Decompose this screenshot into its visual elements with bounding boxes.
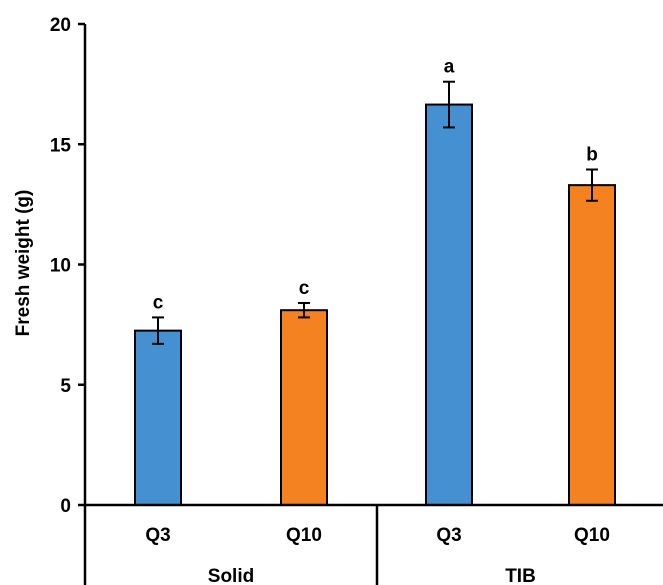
y-axis-title: Fresh weight (g)	[13, 190, 34, 337]
error-bars-layer	[152, 80, 598, 345]
significance-label: c	[153, 292, 164, 313]
bar-solid-q10	[280, 309, 328, 506]
significance-label: c	[299, 278, 310, 299]
significance-label: b	[586, 145, 598, 166]
y-tick-label: 20	[50, 15, 71, 36]
y-tick-label: 15	[50, 135, 72, 156]
bars-layer	[134, 103, 616, 507]
y-tick-label: 10	[50, 256, 71, 277]
y-tick-label: 0	[60, 496, 71, 517]
category-label: Q3	[145, 525, 170, 546]
bar-solid-q3	[134, 329, 182, 507]
category-label: Q10	[286, 525, 322, 546]
labels-layer: c Q3 c Q10 Solid a Q3 b Q10 TIB 0 5 10 15 20	[50, 15, 610, 585]
bar-tib-q3	[425, 103, 473, 506]
axes-layer	[78, 22, 663, 585]
category-label: Q10	[574, 525, 610, 546]
significance-label: a	[444, 57, 455, 78]
category-label: Q3	[436, 525, 461, 546]
group-label: TIB	[505, 566, 536, 585]
y-tick-label: 5	[60, 376, 71, 397]
group-label: Solid	[208, 566, 254, 585]
bar-tib-q10	[568, 184, 616, 506]
